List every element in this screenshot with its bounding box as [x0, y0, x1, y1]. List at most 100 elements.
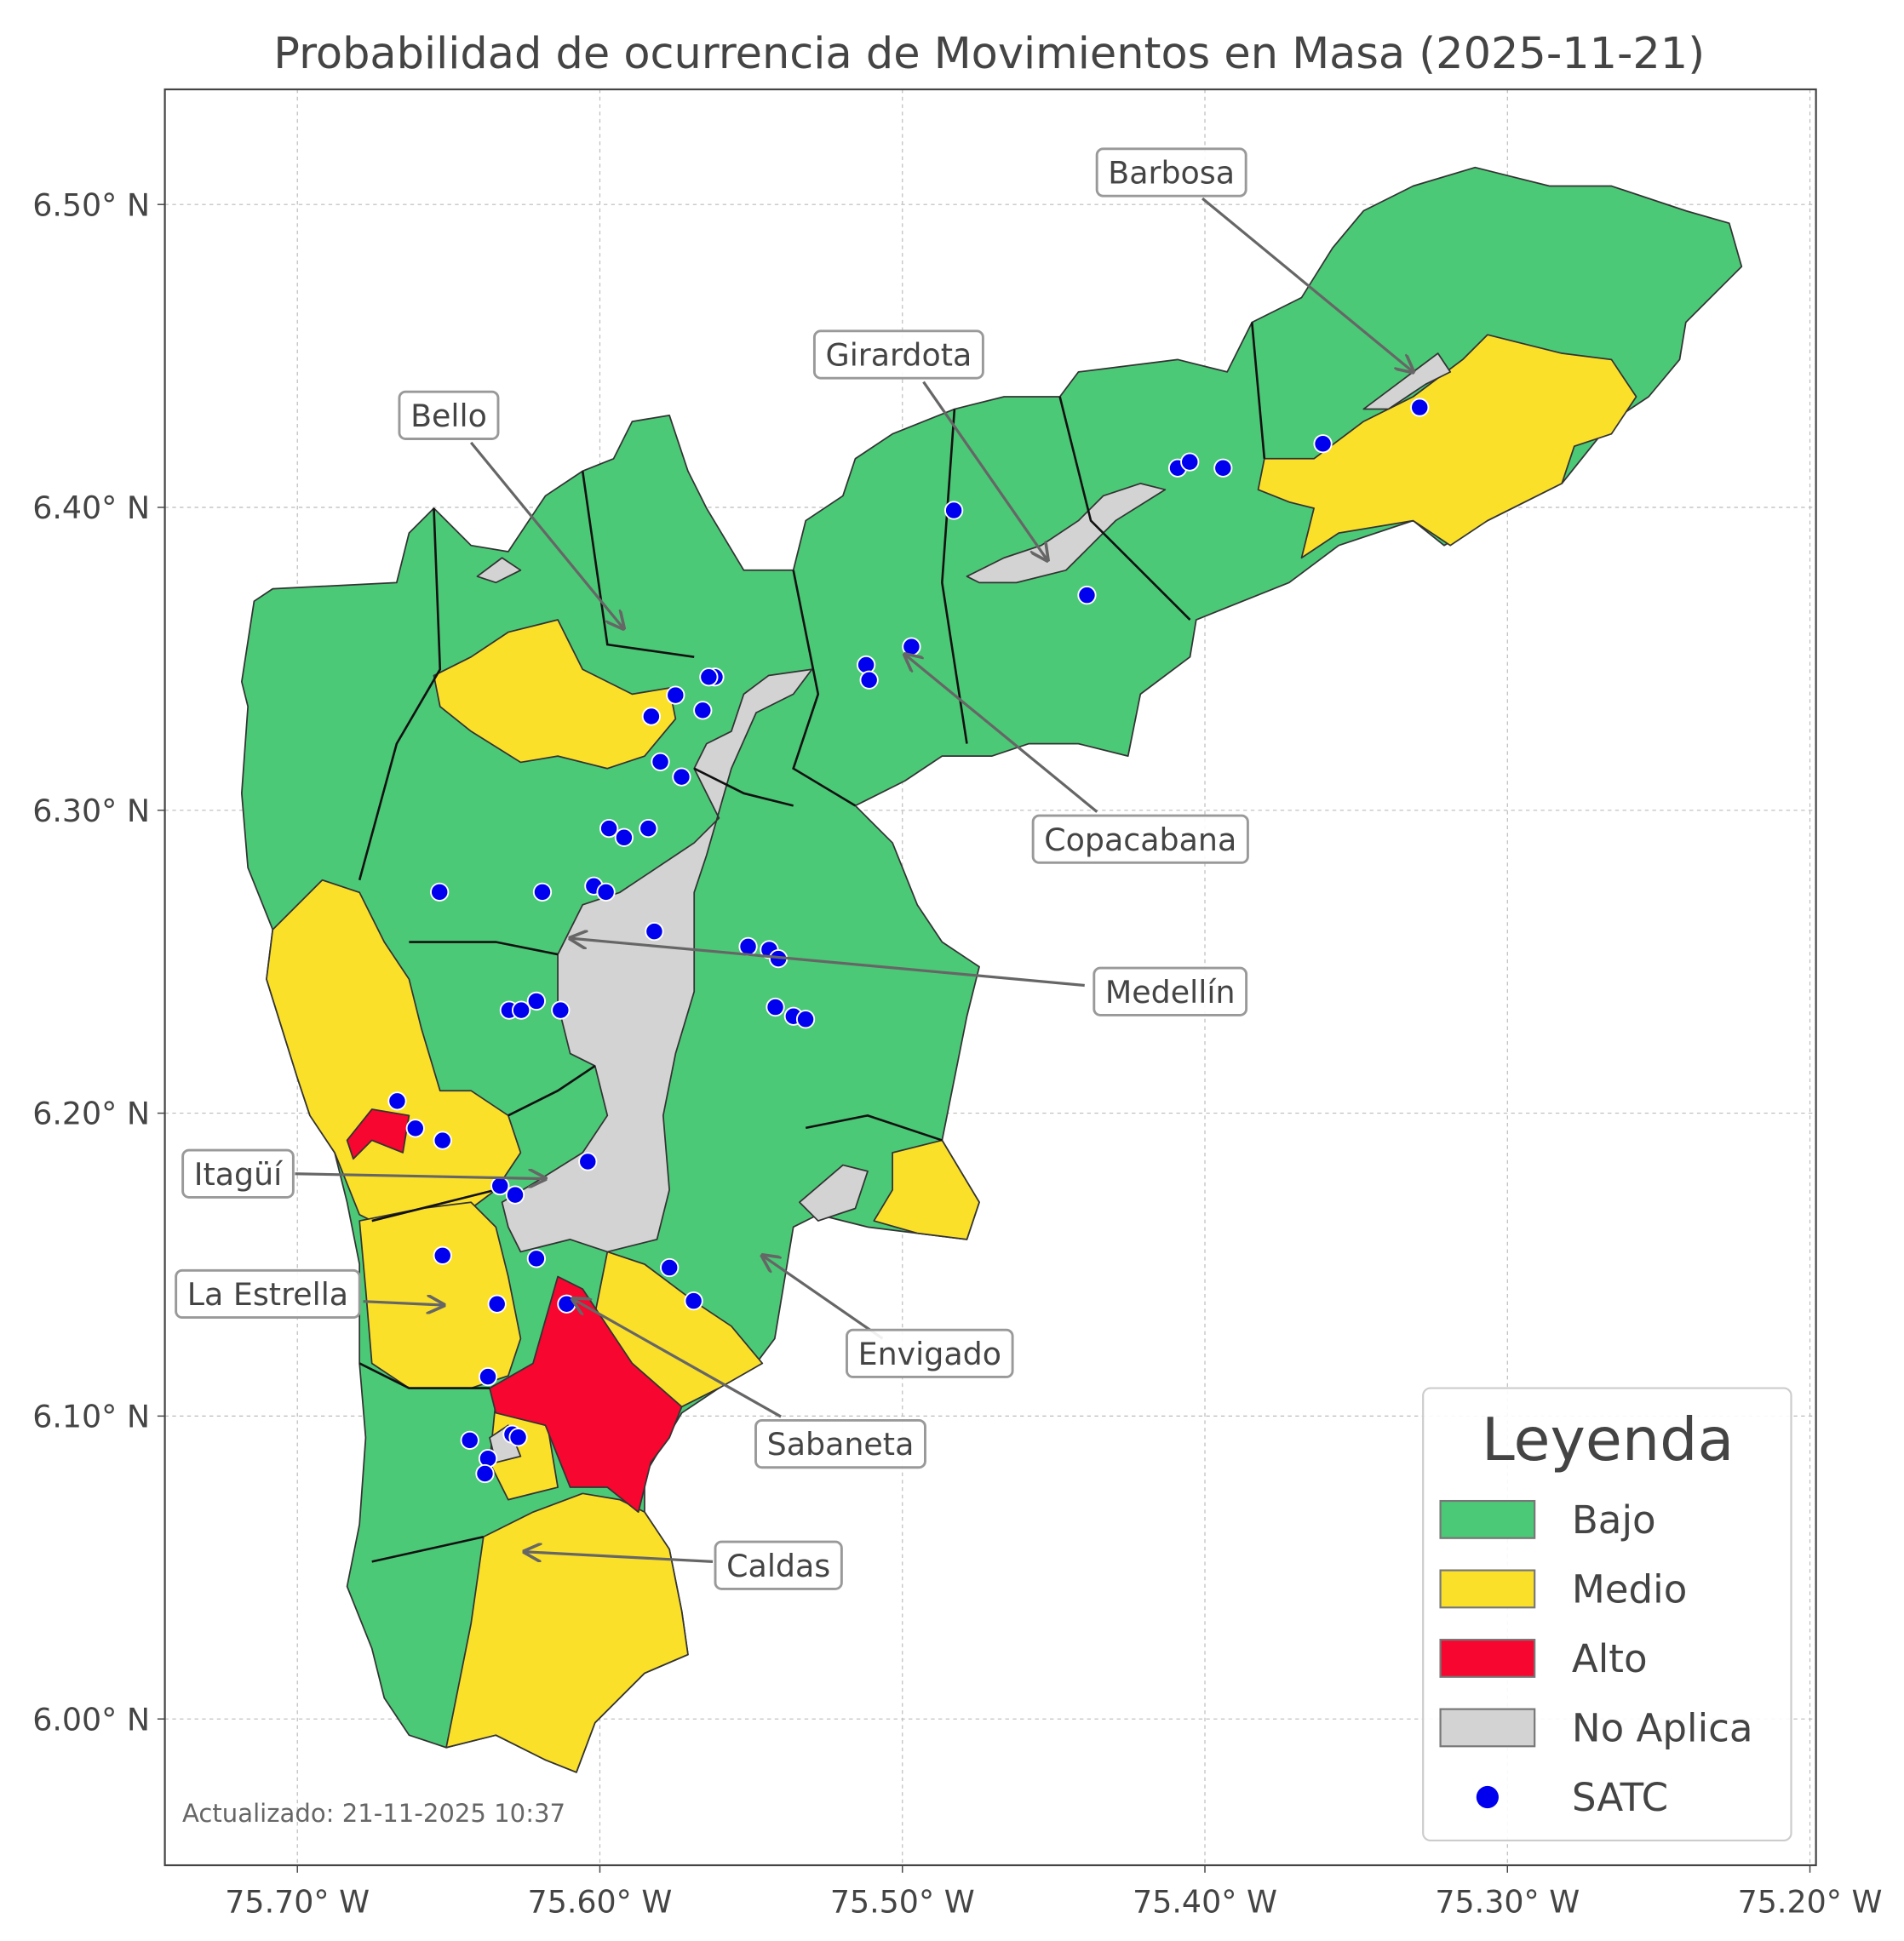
boundary — [508, 1065, 596, 1117]
annotation-arrow — [1201, 197, 1413, 372]
satc-point — [639, 818, 658, 839]
satc-point — [1180, 452, 1200, 472]
satc-point — [902, 637, 921, 656]
satc-point — [1313, 434, 1333, 454]
annotation-label: Girardota — [826, 337, 972, 374]
legend-label: Alto — [1572, 1636, 1648, 1681]
annotation-arrow — [922, 381, 1048, 561]
satc-point — [859, 670, 879, 690]
satc-point — [651, 752, 670, 771]
legend-swatch — [1439, 1639, 1536, 1678]
footnote: Actualizado: 21-11-2025 10:37 — [182, 1799, 565, 1828]
x-tick-label: 75.40° W — [1133, 1883, 1277, 1920]
y-tick-label: 6.30° N — [32, 793, 150, 829]
boundary — [693, 767, 794, 807]
boundary — [371, 1535, 485, 1563]
satc-point — [405, 1119, 425, 1138]
annotation-box — [1031, 814, 1249, 864]
legend-label: SATC — [1572, 1775, 1668, 1820]
satc-point — [944, 501, 964, 520]
satc-point — [645, 921, 664, 942]
satc-point — [596, 882, 616, 902]
annotation-box — [754, 1418, 926, 1469]
satc-point — [672, 767, 691, 787]
annotation-label: Caldas — [726, 1548, 830, 1584]
satc-point — [1077, 586, 1097, 605]
region — [346, 1108, 410, 1160]
satc-point — [460, 1430, 479, 1450]
annotation-box — [1095, 147, 1247, 198]
boundary — [358, 507, 442, 881]
region — [799, 1164, 869, 1222]
boundary — [792, 570, 857, 807]
satc-point — [699, 667, 719, 687]
annotation-label: Copacabana — [1044, 822, 1236, 858]
x-tick-label: 75.50° W — [830, 1883, 975, 1920]
annotation-arrow — [571, 938, 1085, 988]
annotation-label: Envigado — [858, 1336, 1001, 1372]
legend-label: Bajo — [1572, 1497, 1656, 1543]
region — [476, 557, 522, 584]
annotations: Barbosa Girardota Bello Copacabana Medellín I… — [175, 147, 1414, 1590]
x-tick-label: 75.60° W — [528, 1883, 673, 1920]
satc-point — [614, 827, 634, 847]
legend-swatch — [1439, 1569, 1536, 1609]
annotation-arrow — [573, 1299, 782, 1418]
satc-point — [487, 1294, 507, 1314]
ticks: 75.70° W 75.60° W 75.50° W 75.40° W 75.30° W… — [32, 186, 1882, 1920]
satc-point — [532, 882, 553, 902]
satc-point — [599, 818, 619, 839]
satc-point — [1213, 458, 1233, 478]
satc-point — [526, 991, 547, 1011]
region — [1257, 334, 1637, 559]
legend-swatch — [1439, 1499, 1536, 1539]
boundary — [805, 1114, 943, 1142]
boundary — [358, 1362, 490, 1389]
legend-label: Medio — [1572, 1566, 1687, 1612]
region — [873, 1139, 980, 1240]
plot-frame — [163, 88, 1817, 1867]
annotation-label: Barbosa — [1108, 155, 1235, 192]
satc-point — [433, 1131, 452, 1150]
legend-marker — [1476, 1785, 1499, 1809]
satc-point — [660, 1257, 680, 1278]
annotation-arrow — [905, 655, 1098, 813]
boundary — [371, 1188, 496, 1222]
region — [445, 1492, 689, 1773]
boundary — [1058, 396, 1191, 621]
legend-swatch — [1439, 1708, 1536, 1748]
annotation-box — [181, 1148, 295, 1199]
satc-point — [433, 1245, 452, 1265]
satc-points — [387, 398, 1430, 1484]
map-title: Probabilidad de ocurrencia de Movimiento… — [273, 29, 1705, 79]
legend: Leyenda Bajo Medio Alto No Aplica SATC — [1422, 1387, 1792, 1842]
satc-point — [1410, 398, 1430, 417]
y-tick-label: 6.40° N — [32, 490, 150, 526]
region — [501, 668, 813, 1253]
satc-point — [526, 1249, 547, 1268]
satc-point — [856, 655, 876, 675]
annotation-box — [1093, 966, 1248, 1016]
y-tick-label: 6.00° N — [32, 1701, 150, 1738]
legend-label: No Aplica — [1572, 1705, 1753, 1750]
regions — [240, 166, 1743, 1773]
boundary — [1250, 322, 1266, 459]
annotation-label: La Estrella — [187, 1276, 348, 1313]
satc-point — [578, 1152, 598, 1171]
satc-point — [505, 1185, 525, 1205]
annotation-arrow — [469, 441, 623, 628]
annotation-label: Itagüí — [194, 1156, 284, 1193]
satc-point — [475, 1463, 495, 1484]
annotation-label: Sabaneta — [767, 1426, 915, 1463]
region — [266, 879, 522, 1222]
satc-point — [478, 1366, 498, 1387]
boundary — [409, 941, 559, 956]
satc-point — [557, 1294, 576, 1314]
annotation-arrow — [295, 1174, 545, 1179]
x-tick-label: 75.70° W — [225, 1883, 370, 1920]
y-tick-label: 6.20° N — [32, 1096, 150, 1132]
y-tick-label: 6.50° N — [32, 186, 150, 223]
satc-point — [430, 882, 450, 902]
